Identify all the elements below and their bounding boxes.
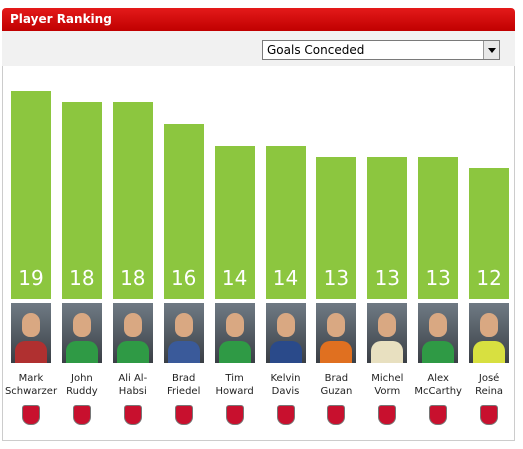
value-label: 18 <box>120 266 146 290</box>
player-photo <box>11 303 51 363</box>
value-label: 14 <box>272 266 299 290</box>
dropdown-button[interactable] <box>483 41 499 59</box>
bar <box>11 91 51 299</box>
bar <box>469 167 510 299</box>
player-face <box>276 313 295 337</box>
player-shirt <box>65 341 98 363</box>
club-badge <box>378 405 397 425</box>
bar <box>163 123 204 299</box>
club-badge <box>174 405 193 425</box>
player-photo <box>112 303 153 363</box>
player-face <box>72 313 91 337</box>
player-photo <box>469 303 510 363</box>
player-shirt <box>116 341 149 363</box>
value-label: 12 <box>476 266 502 290</box>
club-badge <box>72 405 91 425</box>
player-name: Tim Howard <box>215 373 254 397</box>
player-face <box>378 313 397 337</box>
header-title: Player Ranking <box>10 12 112 26</box>
value-label: 19 <box>18 266 44 290</box>
club-badge <box>276 405 295 425</box>
player-photo <box>367 303 408 363</box>
bar <box>367 156 408 299</box>
metric-dropdown[interactable]: Goals Conceded <box>262 40 500 60</box>
player-name: Ali Al- Habsi <box>118 373 148 397</box>
club-badge <box>480 405 499 425</box>
club-badge <box>327 405 346 425</box>
value-label: 18 <box>69 266 95 290</box>
player-name: Michel Vorm <box>371 373 404 397</box>
bar <box>214 145 255 299</box>
player-name: Brad Friedel <box>167 373 201 397</box>
player-photo <box>214 303 255 363</box>
player-photo <box>61 303 102 363</box>
player-shirt <box>473 341 506 363</box>
bar <box>316 156 357 299</box>
club-badge <box>123 405 142 425</box>
bar <box>418 156 459 299</box>
player-shirt <box>371 341 404 363</box>
value-label: 13 <box>374 266 401 290</box>
player-photo <box>163 303 204 363</box>
player-name: Alex McCarthy <box>414 373 462 397</box>
bar <box>265 145 306 299</box>
player-shirt <box>167 341 200 363</box>
player-photo <box>418 303 459 363</box>
player-face <box>225 313 244 337</box>
player-name: Mark Schwarzer <box>4 373 58 397</box>
player-face <box>327 313 346 337</box>
club-badge <box>22 405 40 425</box>
player-name: José Reina <box>475 373 504 397</box>
player-name: Kelvin Davis <box>270 373 301 397</box>
player-face <box>123 313 142 337</box>
player-face <box>22 313 40 337</box>
bar <box>112 101 153 299</box>
player-name: John Ruddy <box>66 373 98 397</box>
player-shirt <box>15 341 47 363</box>
player-face <box>480 313 499 337</box>
value-label: 14 <box>221 266 248 290</box>
player-shirt <box>320 341 353 363</box>
value-label: 16 <box>170 266 197 290</box>
club-badge <box>429 405 448 425</box>
player-name: Brad Guzan <box>320 373 353 397</box>
value-label: 13 <box>425 266 451 290</box>
player-shirt <box>269 341 302 363</box>
value-label: 13 <box>323 266 350 290</box>
player-face <box>429 313 448 337</box>
player-photo <box>316 303 357 363</box>
dropdown-value: Goals Conceded <box>267 43 365 57</box>
header: Player Ranking <box>2 8 515 31</box>
player-shirt <box>218 341 251 363</box>
player-shirt <box>422 341 455 363</box>
chart-panel <box>2 66 515 441</box>
bar <box>61 101 102 299</box>
player-photo <box>265 303 306 363</box>
club-badge <box>225 405 244 425</box>
player-face <box>174 313 193 337</box>
